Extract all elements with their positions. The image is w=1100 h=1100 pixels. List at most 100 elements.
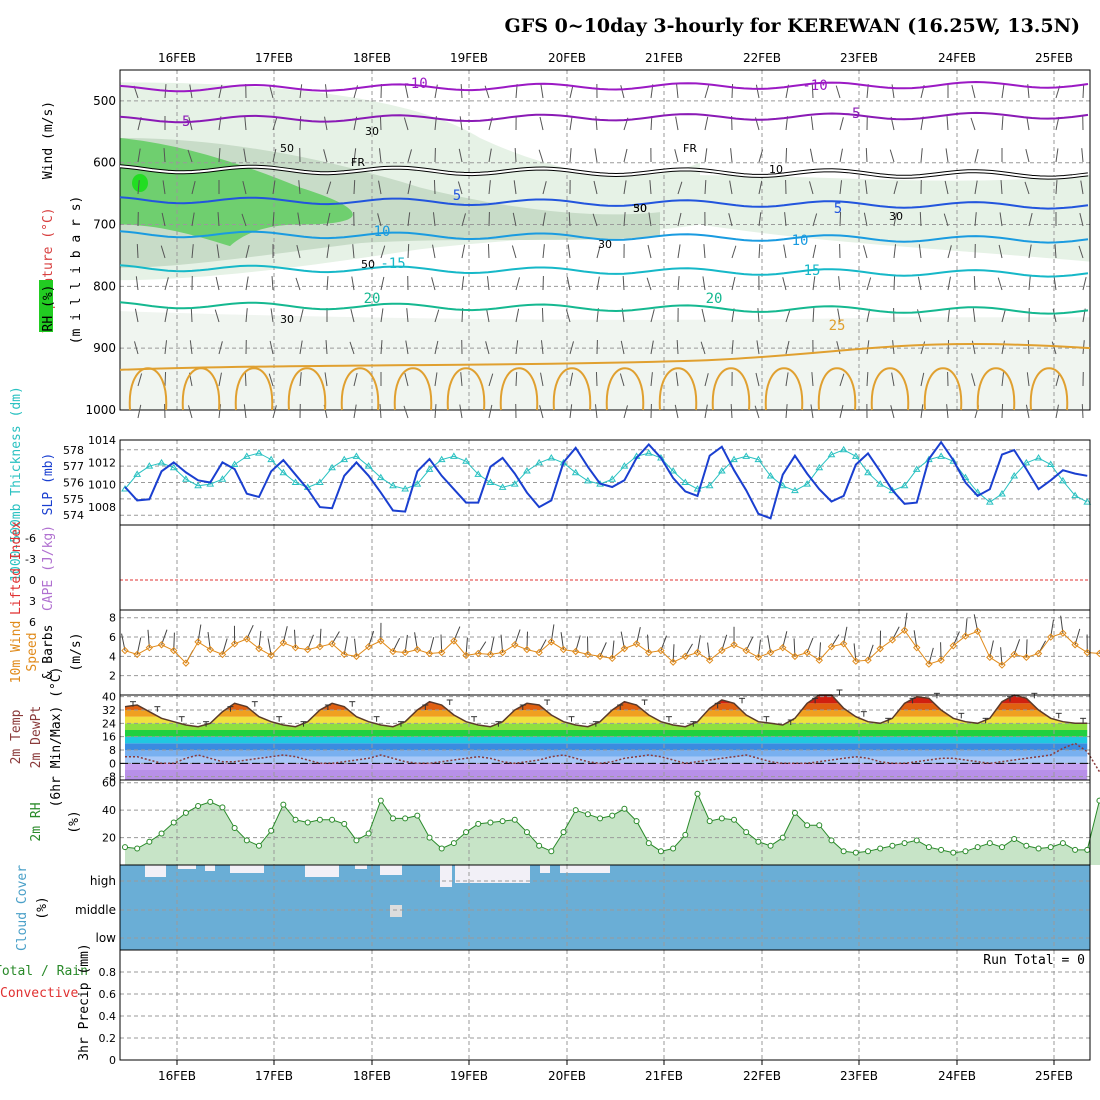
temperature-contour-label: 5 (834, 201, 842, 217)
cloud-level-label: low (96, 931, 117, 945)
contour-15 (119, 264, 1089, 278)
upper-wind-barb (542, 212, 546, 227)
top-date-axis: 16FEB 17FEB 18FEB 19FEB 20FEB 21FEB 22FEB 23FEB… (158, 51, 1073, 65)
upper-wind-barb (272, 117, 278, 131)
upper-wind-barb (134, 341, 139, 355)
upper-wind-barb (731, 245, 737, 259)
thickness-point (766, 471, 775, 479)
upper-wind-barb (380, 340, 383, 355)
thickness-point (413, 480, 422, 487)
rh2m-unit-ylabel: (%) (67, 810, 82, 833)
rh-point (694, 790, 701, 797)
thickness-point (498, 483, 507, 490)
thickness-point (425, 465, 434, 472)
wind-speed-point (498, 648, 507, 657)
temperature-contour-label: 5 (453, 188, 461, 204)
upper-wind-barb (191, 212, 195, 227)
thickness-point (523, 467, 531, 474)
upper-wind-barb (568, 212, 571, 227)
upper-wind-barb (839, 180, 843, 195)
upper-wind-barb (839, 117, 844, 131)
wind-speed-point (182, 659, 190, 667)
top-date-label: 18FEB (353, 51, 391, 65)
upper-wind-barb (434, 404, 437, 419)
upper-wind-barb (299, 340, 303, 355)
upper-wind-barb (785, 309, 791, 323)
thickness-slp-panel: 574 575 576 577 578 1008 1010 1012 1014 (63, 434, 1092, 526)
upper-wind-barb (947, 245, 952, 259)
upper-wind-barb (620, 85, 625, 99)
upper-wind-barb (272, 180, 276, 195)
upper-wind-barb (407, 180, 412, 195)
thickness-point (1059, 476, 1067, 484)
upper-wind-barb (837, 308, 841, 323)
upper-wind-barb (974, 148, 979, 163)
wind-speed-point (340, 650, 348, 659)
rh-point (523, 829, 530, 836)
upper-wind-barb (704, 116, 709, 131)
wind-speed-point (803, 648, 811, 657)
upper-wind-barb (189, 340, 193, 355)
upper-wind-barb (594, 404, 598, 419)
bottom-date-label: 18FEB (353, 1069, 391, 1083)
slp-tick-label: 1010 (88, 479, 116, 492)
upper-wind-barb (380, 245, 386, 259)
upper-wind-barb (646, 277, 652, 291)
wind-speed-point (377, 637, 385, 645)
upper-wind-barb (917, 276, 922, 291)
upper-wind-barb (269, 340, 274, 355)
wind-speed-point (157, 641, 166, 649)
thickness-point (340, 455, 349, 463)
bottom-date-label: 17FEB (255, 1069, 293, 1083)
panel-frame (119, 69, 1091, 411)
upper-wind-barb (1025, 404, 1030, 419)
pressure-axis: 500 600 700 800 900 1000 (85, 94, 116, 417)
temperature-contour-label: 10 (374, 224, 391, 240)
precip-panel: 0 0.2 0.4 0.6 0.8 (99, 949, 1091, 1067)
upper-wind-barb (890, 405, 895, 419)
wind-speed-point (1010, 650, 1018, 659)
upper-wind-barb (730, 148, 733, 163)
wind-tick-label: 2 (109, 670, 116, 683)
thickness-point (864, 468, 872, 476)
upper-wind-barb (809, 181, 814, 195)
upper-wind-barb (1051, 341, 1057, 355)
upper-wind-barb (592, 213, 598, 227)
rh-point (353, 837, 360, 844)
upper-wind-barb (999, 212, 1003, 227)
upper-wind-barb (839, 373, 845, 387)
upper-wind-barb (566, 276, 571, 291)
rh-point (170, 819, 177, 826)
upper-wind-barb (569, 84, 574, 99)
upper-wind-barb (731, 276, 736, 291)
cloud-gap (205, 865, 215, 871)
rh-tick-label: 60 (102, 777, 116, 790)
rh-point (499, 818, 506, 825)
thick-ylabel: 1000-500mb Thickness (dm) SLP (mb) (9, 386, 56, 582)
upper-wind-barb (838, 276, 841, 291)
rh-point (816, 822, 823, 829)
upper-wind-barb (836, 341, 841, 355)
rh-point (572, 807, 579, 814)
upper-wind-barb (242, 180, 247, 195)
thickness-point (133, 470, 142, 477)
cloud-fill (120, 865, 1090, 950)
upper-wind-barb (298, 180, 301, 195)
wind-speed-point (827, 642, 836, 651)
upper-wind-barb (782, 277, 787, 291)
temp-band (125, 730, 1088, 737)
cloud-ylabel-text: Cloud Cover (15, 865, 30, 951)
upper-wind-barb (810, 116, 814, 131)
rh-point (377, 797, 384, 804)
rh-max-spot (132, 174, 148, 192)
upper-wind-barb (700, 341, 706, 355)
upper-wind-barb (216, 244, 220, 259)
upper-wind-barb (538, 149, 544, 163)
upper-wind-barb (704, 85, 710, 99)
thickness-point (352, 452, 361, 459)
wind-speed-point (864, 656, 872, 664)
upper-wind-barb (619, 373, 625, 387)
wind-speed-point (255, 644, 263, 653)
